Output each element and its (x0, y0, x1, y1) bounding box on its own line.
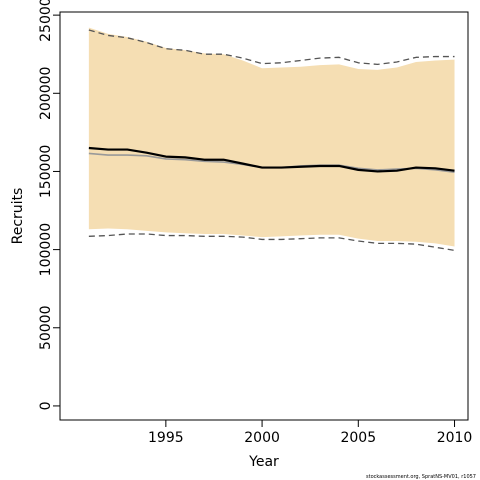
plot-frame (59, 11, 469, 421)
y-tick-label: 0 (38, 401, 54, 410)
plot-area (88, 27, 455, 252)
y-tick-label: 100000 (38, 223, 54, 276)
footer-credit: stockassessment.org, SpratNS-MV01, r1057 (366, 474, 476, 480)
x-axis-title: Year (248, 454, 279, 470)
x-tick-label: 2010 (437, 430, 473, 446)
black-estimate-line (88, 146, 455, 173)
y-tick-label: 150000 (38, 145, 54, 198)
x-tick-label: 2005 (340, 430, 376, 446)
y-tick-label: 50000 (38, 305, 54, 350)
upper-dashed-line (88, 29, 455, 66)
confidence-band (88, 27, 455, 247)
y-axis-title: Recruits (10, 188, 26, 245)
x-tick-label: 1995 (148, 430, 184, 446)
y-tick-label: 250000 (38, 0, 54, 42)
lower-dashed-line (88, 233, 455, 252)
axes: 1995 2000 2005 2010 0 50000 100000 150000 200000… (38, 0, 472, 446)
x-tick-label: 2000 (244, 430, 280, 446)
y-tick-label: 200000 (38, 67, 54, 120)
